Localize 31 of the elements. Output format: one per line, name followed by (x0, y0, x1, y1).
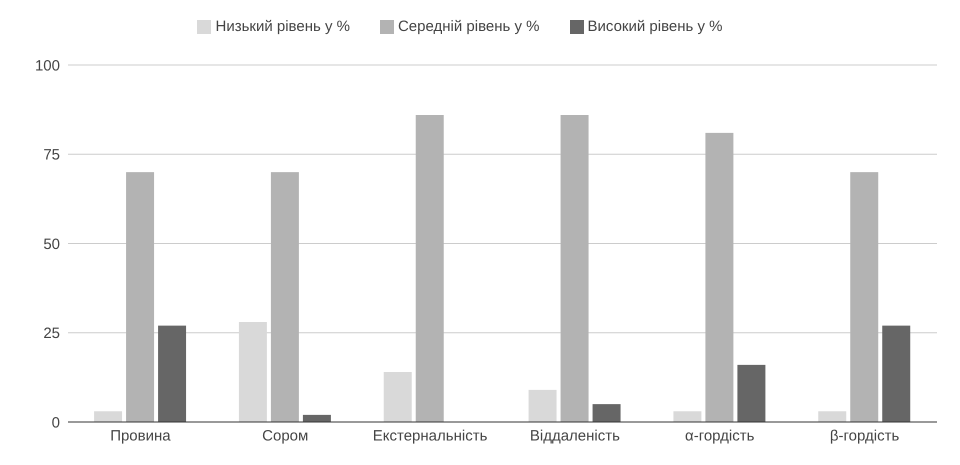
bar (818, 411, 846, 422)
bar (416, 114, 444, 422)
bar (882, 326, 910, 422)
bar (270, 172, 299, 422)
bar (158, 326, 186, 422)
x-tick-label: Провина (110, 428, 172, 445)
x-tick-label: α-гордість (685, 428, 755, 445)
bar (560, 114, 589, 422)
legend-label: Середній рівень у % (398, 18, 540, 35)
bar (673, 411, 702, 422)
bar (126, 172, 154, 422)
bar (592, 404, 621, 422)
x-tick-label: Екстернальність (372, 428, 488, 445)
legend-label: Високий рівень у % (588, 18, 722, 35)
bar (850, 172, 878, 422)
y-tick-label: 50 (43, 236, 60, 253)
bar (528, 390, 557, 422)
y-tick-label: 25 (43, 325, 60, 342)
bar (384, 372, 412, 422)
x-tick-label: Віддаленість (530, 428, 620, 445)
legend-label: Низький рівень у % (215, 18, 350, 35)
bar (94, 411, 122, 422)
x-tick-label: Сором (262, 428, 308, 445)
x-tick-label: β-гордість (830, 428, 900, 445)
y-tick-label: 0 (52, 414, 60, 432)
y-tick-label: 100 (34, 57, 60, 74)
bar (302, 414, 331, 422)
bar (737, 364, 766, 422)
bar (705, 132, 734, 422)
y-tick-label: 75 (43, 146, 60, 164)
bar (238, 322, 267, 422)
